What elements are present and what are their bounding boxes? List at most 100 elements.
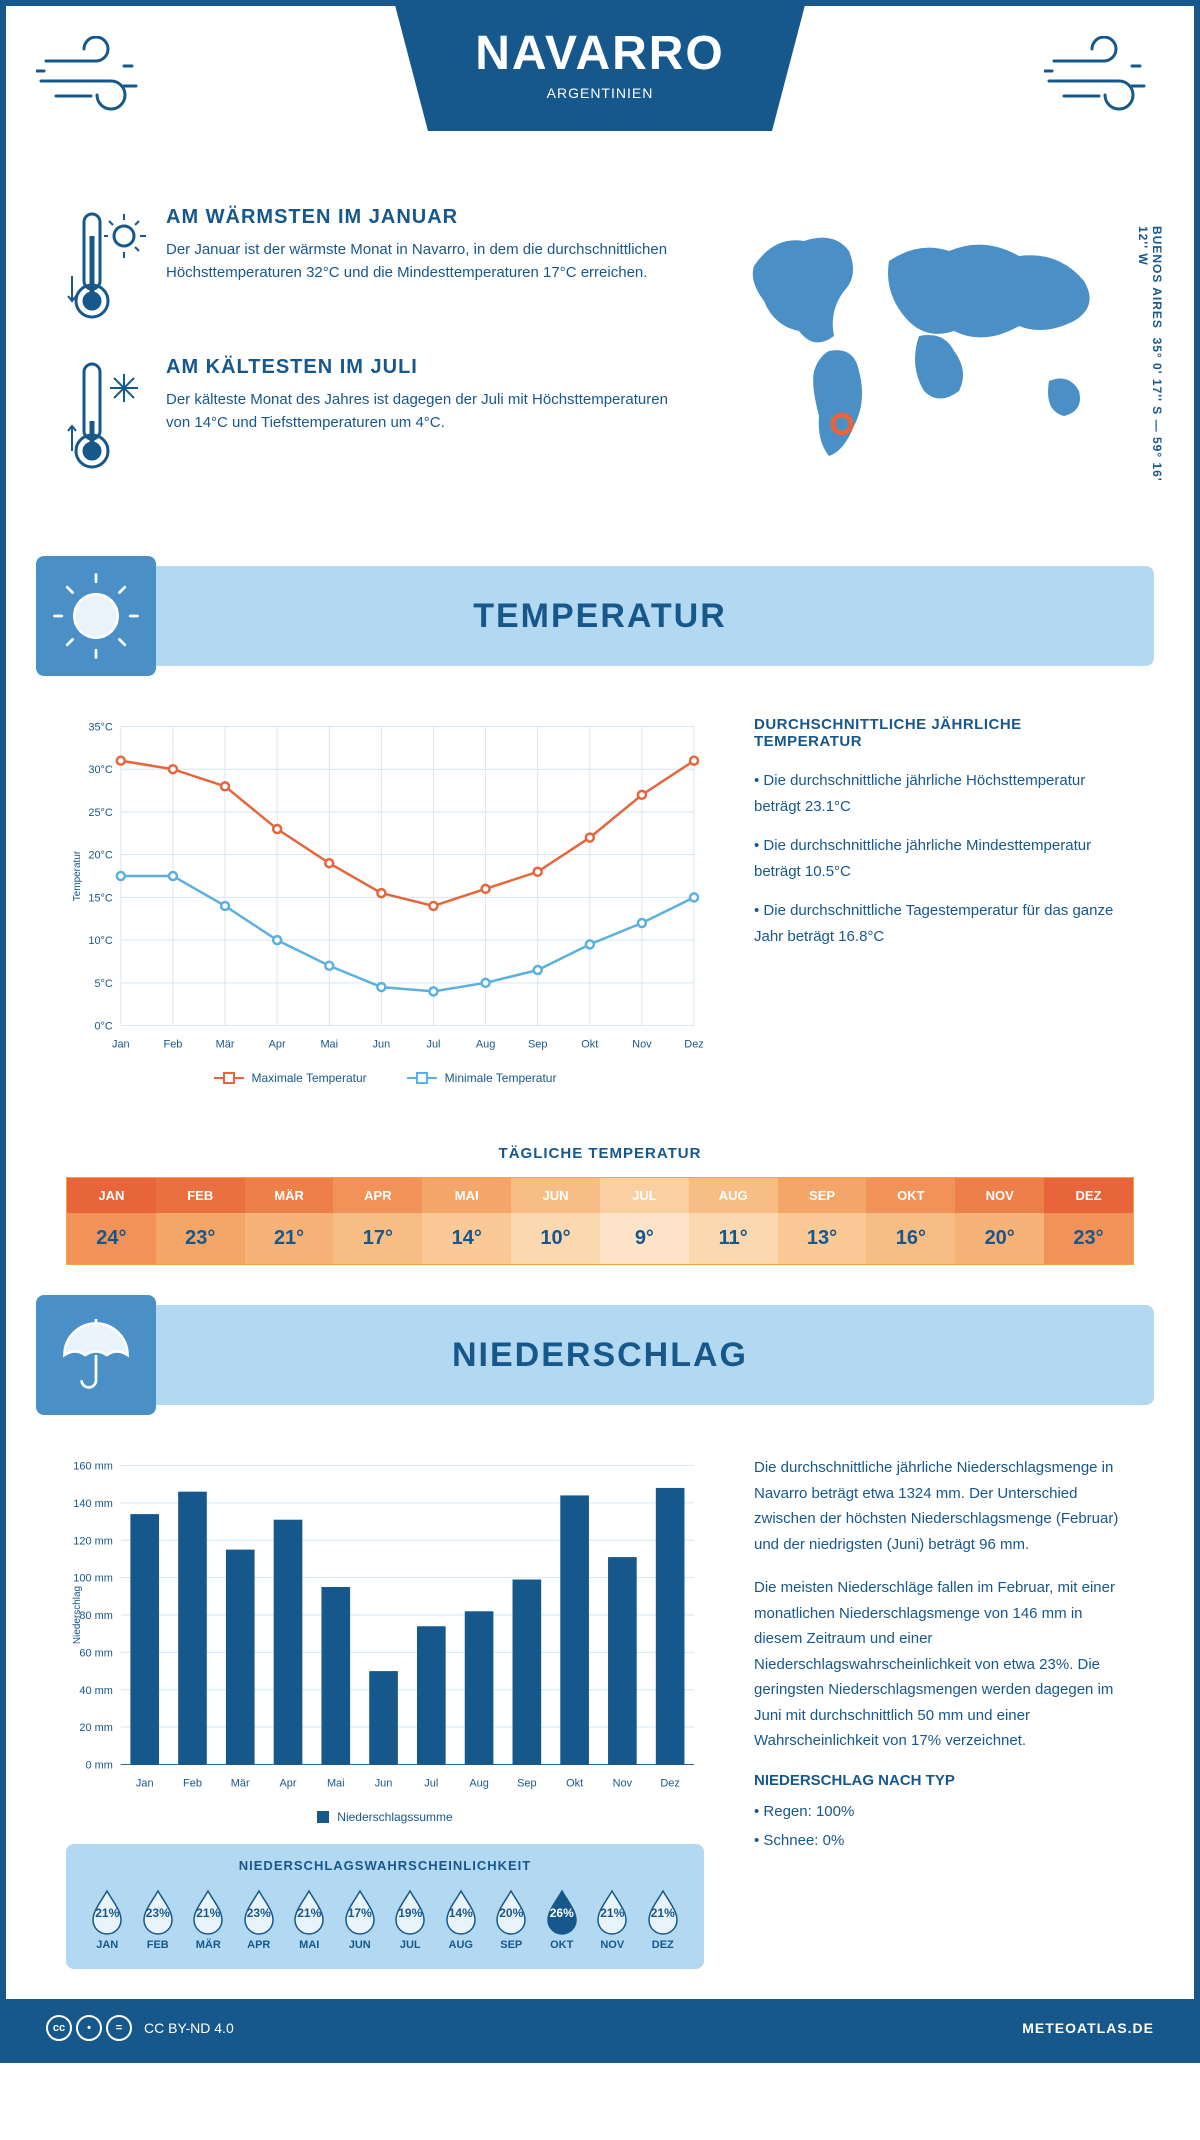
svg-text:40 mm: 40 mm: [79, 1685, 112, 1697]
prob-item: 21%DEZ: [638, 1887, 689, 1951]
svg-text:Sep: Sep: [528, 1038, 548, 1050]
svg-text:Dez: Dez: [684, 1038, 703, 1050]
precip-type1: • Regen: 100%: [754, 1799, 1134, 1825]
svg-text:5°C: 5°C: [94, 978, 112, 990]
svg-text:35°C: 35°C: [88, 721, 113, 733]
legend-precip: Niederschlagssumme: [317, 1810, 452, 1824]
drop-icon: 21%: [644, 1887, 682, 1935]
svg-text:15°C: 15°C: [88, 892, 113, 904]
precip-left: 0 mm20 mm40 mm60 mm80 mm100 mm120 mm140 …: [66, 1455, 704, 1969]
daily-col: MÄR21°: [245, 1178, 334, 1264]
svg-text:Apr: Apr: [279, 1777, 296, 1789]
prob-item: 23%APR: [234, 1887, 285, 1951]
drop-icon: 14%: [442, 1887, 480, 1935]
svg-text:60 mm: 60 mm: [79, 1647, 112, 1659]
site-name: METEOATLAS.DE: [1022, 2020, 1154, 2036]
thermometer-sun-icon: [66, 206, 146, 326]
svg-text:120 mm: 120 mm: [73, 1535, 113, 1547]
daily-col: OKT16°: [866, 1178, 955, 1264]
drop-icon: 23%: [240, 1887, 278, 1935]
precip-type2: • Schnee: 0%: [754, 1828, 1134, 1854]
svg-text:Apr: Apr: [269, 1038, 286, 1050]
svg-text:100 mm: 100 mm: [73, 1573, 113, 1585]
legend-max: .legend-item:nth-child(1) .legend-line::…: [214, 1071, 367, 1085]
daily-col: NOV20°: [955, 1178, 1044, 1264]
svg-text:Mär: Mär: [216, 1038, 235, 1050]
prob-item: 21%MÄR: [183, 1887, 234, 1951]
drop-icon: 17%: [341, 1887, 379, 1935]
svg-text:Nov: Nov: [613, 1777, 633, 1789]
svg-text:Aug: Aug: [469, 1777, 488, 1789]
precip-section-header: NIEDERSCHLAG: [46, 1305, 1154, 1405]
daily-col: JAN24°: [67, 1178, 156, 1264]
daily-col: FEB23°: [156, 1178, 245, 1264]
daily-table: JAN24°FEB23°MÄR21°APR17°MAI14°JUN10°JUL9…: [66, 1177, 1134, 1265]
drop-icon: 26%: [543, 1887, 581, 1935]
warm-desc: Der Januar ist der wärmste Monat in Nava…: [166, 239, 674, 284]
svg-text:Mär: Mär: [231, 1777, 250, 1789]
drop-icon: 21%: [88, 1887, 126, 1935]
prob-item: 26%OKT: [537, 1887, 588, 1951]
header: NAVARRO ARGENTINIEN: [6, 6, 1194, 186]
svg-text:Jul: Jul: [426, 1038, 440, 1050]
svg-text:Mai: Mai: [320, 1038, 338, 1050]
svg-text:140 mm: 140 mm: [73, 1498, 113, 1510]
prob-box: NIEDERSCHLAGSWAHRSCHEINLICHKEIT 21%JAN23…: [66, 1844, 704, 1969]
prob-item: 23%FEB: [133, 1887, 184, 1951]
svg-text:30°C: 30°C: [88, 764, 113, 776]
warm-block: AM WÄRMSTEN IM JANUAR Der Januar ist der…: [66, 206, 674, 326]
svg-text:20°C: 20°C: [88, 850, 113, 862]
svg-text:Feb: Feb: [183, 1777, 202, 1789]
svg-text:Mai: Mai: [327, 1777, 345, 1789]
wind-icon: [36, 36, 156, 116]
cc-icons: cc • =: [46, 2015, 132, 2041]
svg-text:Jun: Jun: [373, 1038, 391, 1050]
prob-item: 21%NOV: [587, 1887, 638, 1951]
sun-icon: [36, 556, 156, 676]
precip-type-title: NIEDERSCHLAG NACH TYP: [754, 1772, 1134, 1789]
daily-col: AUG11°: [689, 1178, 778, 1264]
svg-text:Jan: Jan: [112, 1038, 130, 1050]
drop-icon: 19%: [391, 1887, 429, 1935]
temp-legend: .legend-item:nth-child(1) .legend-line::…: [66, 1071, 704, 1085]
drop-icon: 23%: [139, 1887, 177, 1935]
temp-info: DURCHSCHNITTLICHE JÄHRLICHE TEMPERATUR •…: [754, 716, 1134, 1085]
region-label: BUENOS AIRES: [1150, 226, 1164, 329]
temp-chart: 0°C5°C10°C15°C20°C25°C30°C35°CJanFebMärA…: [66, 716, 704, 1085]
svg-text:10°C: 10°C: [88, 935, 113, 947]
cold-block: AM KÄLTESTEN IM JULI Der kälteste Monat …: [66, 356, 674, 476]
page-subtitle: ARGENTINIEN: [475, 85, 725, 101]
temp-info-title: DURCHSCHNITTLICHE JÄHRLICHE TEMPERATUR: [754, 716, 1134, 750]
daily-col: MAI14°: [422, 1178, 511, 1264]
cc-icon: cc: [46, 2015, 72, 2041]
prob-item: 17%JUN: [335, 1887, 386, 1951]
precip-title: NIEDERSCHLAG: [452, 1336, 748, 1375]
title-banner: NAVARRO ARGENTINIEN: [395, 6, 805, 131]
prob-row: 21%JAN23%FEB21%MÄR23%APR21%MAI17%JUN19%J…: [82, 1887, 688, 1951]
temp-title: TEMPERATUR: [473, 597, 727, 636]
daily-col: DEZ23°: [1044, 1178, 1133, 1264]
drop-icon: 20%: [492, 1887, 530, 1935]
prob-item: 20%SEP: [486, 1887, 537, 1951]
prob-title: NIEDERSCHLAGSWAHRSCHEINLICHKEIT: [82, 1858, 688, 1873]
temp-section: 0°C5°C10°C15°C20°C25°C30°C35°CJanFebMärA…: [6, 686, 1194, 1115]
svg-text:Okt: Okt: [566, 1777, 583, 1789]
precip-p2: Die meisten Niederschläge fallen im Febr…: [754, 1575, 1134, 1754]
svg-text:25°C: 25°C: [88, 807, 113, 819]
footer-left: cc • = CC BY-ND 4.0: [46, 2015, 234, 2041]
svg-text:Sep: Sep: [517, 1777, 537, 1789]
svg-text:0°C: 0°C: [94, 1021, 112, 1033]
svg-text:Jan: Jan: [136, 1777, 154, 1789]
drop-icon: 21%: [290, 1887, 328, 1935]
by-icon: •: [76, 2015, 102, 2041]
page: NAVARRO ARGENTINIEN AM WÄRMSTEN IM JANUA…: [0, 0, 1200, 2063]
world-map-icon: [714, 206, 1134, 466]
prob-item: 21%JAN: [82, 1887, 133, 1951]
temp-info-b1: • Die durchschnittliche jährliche Höchst…: [754, 768, 1134, 819]
svg-text:Dez: Dez: [660, 1777, 679, 1789]
page-title: NAVARRO: [475, 26, 725, 81]
umbrella-icon: [36, 1295, 156, 1415]
svg-text:Nov: Nov: [632, 1038, 652, 1050]
precip-p1: Die durchschnittliche jährliche Niedersc…: [754, 1455, 1134, 1557]
prob-item: 21%MAI: [284, 1887, 335, 1951]
